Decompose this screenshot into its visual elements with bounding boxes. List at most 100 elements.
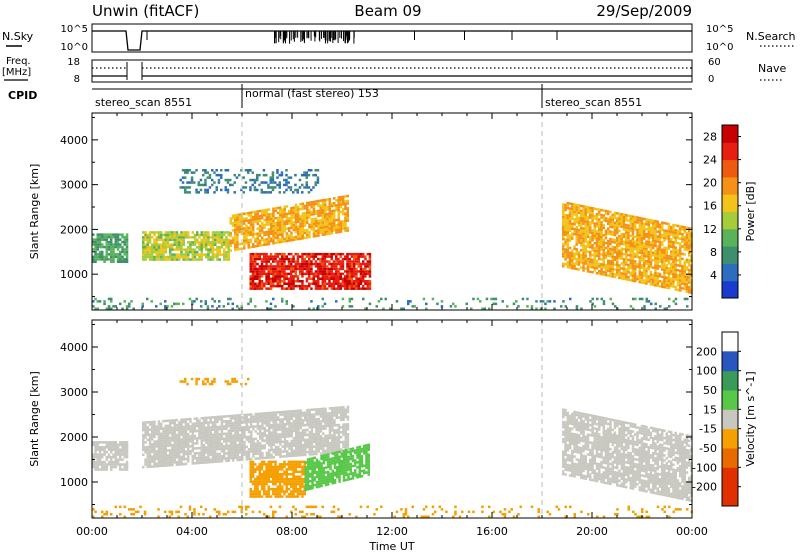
power-cell [339, 230, 343, 233]
power-cell [613, 238, 617, 242]
power-cell [110, 258, 113, 261]
velocity-cell [187, 460, 190, 463]
power-cell [616, 246, 619, 250]
power-cell [270, 222, 273, 226]
power-cell [202, 173, 205, 177]
power-cell [180, 253, 183, 256]
power-cell [564, 216, 567, 219]
power-cell [123, 248, 126, 251]
velocity-cell [252, 455, 255, 458]
power-cell [328, 215, 331, 218]
power-cell [312, 280, 315, 283]
power-cell [290, 206, 293, 210]
power-cell [629, 227, 632, 230]
velocity-cell [256, 417, 260, 421]
velocity-cell [153, 462, 156, 466]
power-cell [299, 220, 302, 223]
velocity-cell [157, 462, 161, 465]
velocity-cell [94, 460, 97, 464]
velocity-cell [245, 455, 248, 459]
power-cell [627, 219, 630, 222]
power-cell [663, 249, 666, 252]
power-cell [586, 270, 590, 273]
velocity-cell [261, 447, 264, 450]
power-cell [315, 202, 318, 206]
power-cell [107, 243, 111, 246]
velocity-cell [142, 436, 145, 439]
power-cell [260, 275, 264, 278]
velocity-cell [157, 459, 161, 463]
power-cell [620, 215, 623, 218]
power-cell [589, 216, 592, 219]
power-cell [681, 282, 684, 285]
velocity-cell [116, 453, 120, 456]
power-cell [604, 217, 608, 220]
power-cell [674, 239, 677, 242]
velocity-cell [279, 453, 282, 456]
velocity-cell [94, 443, 97, 446]
power-cell [290, 224, 293, 227]
power-cell [260, 267, 264, 271]
power-cell [310, 188, 313, 192]
power-cell [175, 238, 179, 242]
power-cell [267, 208, 271, 211]
power-cell [472, 297, 475, 301]
power-cell [261, 216, 264, 220]
velocity-cell [96, 455, 99, 459]
velocity-cell [211, 458, 215, 461]
velocity-cell [277, 453, 280, 456]
velocity-cell [229, 454, 233, 457]
power-cell [654, 274, 657, 277]
power-cell [274, 255, 277, 258]
velocity-cell [191, 435, 194, 438]
power-cell [582, 229, 585, 233]
power-cell [283, 267, 286, 271]
power-cell [339, 210, 343, 214]
power-cell [236, 248, 239, 251]
velocity-cell [123, 446, 126, 449]
velocity-cell [169, 426, 172, 430]
power-cell [566, 216, 569, 220]
power-cell [362, 262, 365, 266]
power-cell [562, 262, 565, 265]
power-cell [146, 243, 149, 246]
power-cell [679, 242, 682, 245]
power-cell [204, 169, 207, 172]
power-cell [593, 222, 596, 225]
power-cell [622, 228, 626, 231]
power-cell [142, 231, 145, 234]
velocity-cell [153, 433, 156, 436]
power-cell [632, 307, 635, 310]
power-cell [211, 246, 215, 249]
power-cell [110, 300, 113, 303]
power-cell [676, 249, 680, 252]
power-cell [269, 262, 273, 266]
power-cell [321, 216, 325, 219]
power-cell [337, 208, 340, 212]
power-cell [301, 237, 304, 240]
power-cell [667, 281, 671, 285]
power-cell [253, 188, 257, 192]
velocity-cell [207, 433, 210, 437]
power-cell [616, 231, 619, 235]
power-cell [609, 218, 612, 221]
power-cell [297, 208, 300, 211]
power-cell [643, 257, 646, 260]
power-cell [645, 223, 648, 226]
power-cell [620, 250, 623, 253]
velocity-cell [209, 418, 212, 422]
power-cell [153, 255, 156, 259]
velocity-cell [180, 463, 183, 466]
power-cell [274, 252, 277, 256]
cpid-label: CPID [8, 89, 37, 102]
velocity-cell [207, 446, 210, 449]
velocity-cell [232, 426, 235, 430]
power-cell [571, 222, 574, 225]
power-cell [189, 250, 192, 254]
velocity-cell [288, 415, 291, 418]
velocity-cell [223, 454, 226, 458]
power-cell [620, 254, 623, 258]
power-cell [110, 240, 113, 244]
power-cell [270, 239, 273, 243]
power-cell [330, 287, 333, 290]
